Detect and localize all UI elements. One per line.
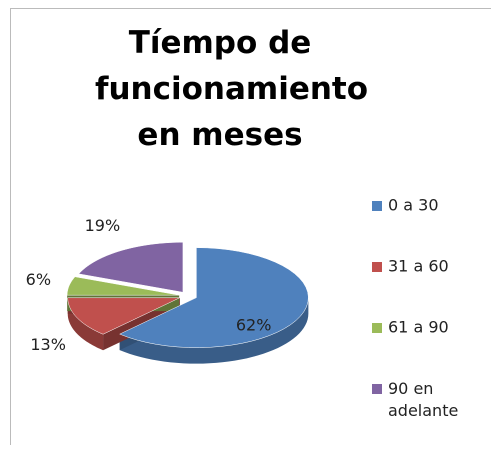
pie-tops (66, 242, 309, 348)
data-label: 13% (30, 335, 66, 354)
legend-label: 0 a 30 (388, 196, 439, 215)
pie-slice (78, 242, 184, 293)
pie-slice (119, 247, 309, 348)
data-label: 62% (236, 316, 272, 335)
pie-slice (67, 297, 180, 335)
legend-label: 31 a 60 (388, 257, 449, 276)
pie-side (67, 297, 104, 351)
legend-swatch (372, 384, 382, 394)
pie-side (119, 297, 309, 364)
pie-slice (66, 276, 180, 296)
legend-label: 61 a 90 (388, 318, 449, 337)
data-label: 6% (26, 270, 51, 289)
legend-swatch (372, 323, 382, 333)
chart-frame (10, 8, 491, 445)
data-label: 19% (85, 216, 121, 235)
legend-label: 90 en adelante (388, 379, 458, 420)
chart-title: Tíempo de funcionamiento en meses (95, 25, 369, 153)
legend-swatch (372, 262, 382, 272)
legend-swatch (372, 201, 382, 211)
